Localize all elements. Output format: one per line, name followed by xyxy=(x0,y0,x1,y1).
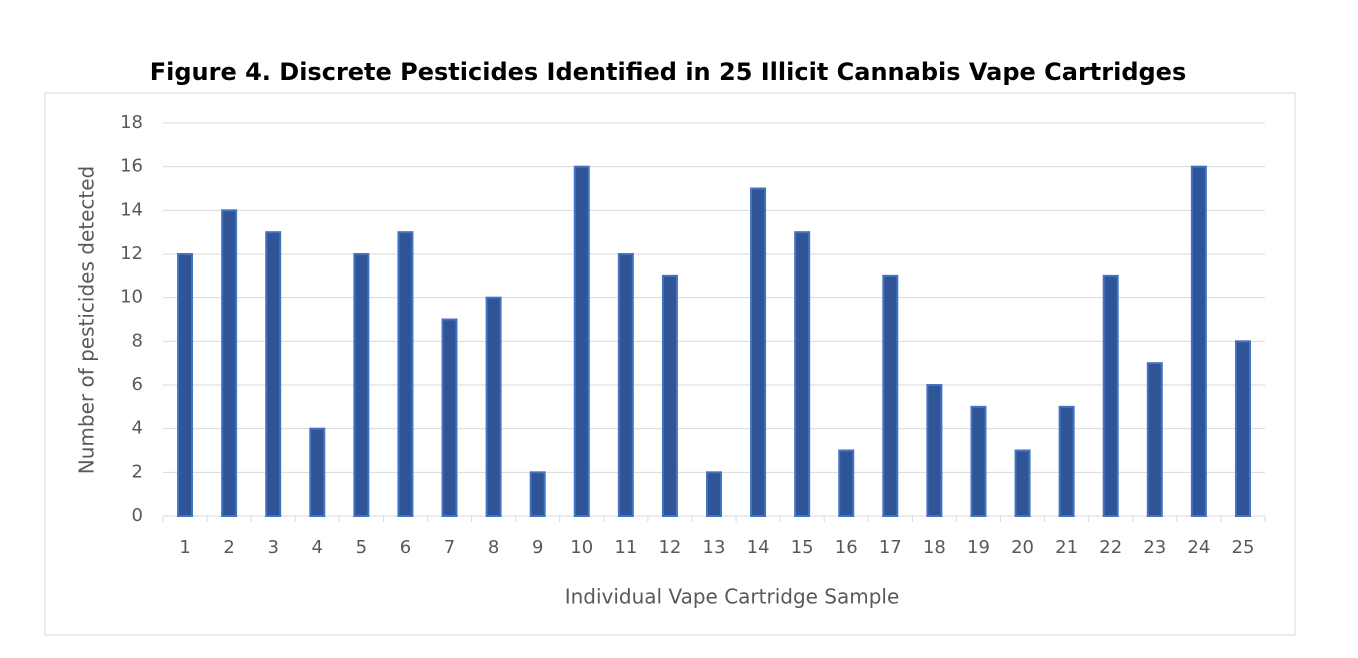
bar xyxy=(838,449,855,517)
x-tick-label: 19 xyxy=(967,537,990,558)
bar xyxy=(1102,274,1119,518)
x-tick-label: 12 xyxy=(658,537,681,558)
x-tick-label: 7 xyxy=(444,537,455,558)
bar xyxy=(309,427,326,517)
x-tick-label: 18 xyxy=(923,537,946,558)
bar xyxy=(1190,165,1207,518)
x-tick-label: 17 xyxy=(879,537,902,558)
bar xyxy=(1058,405,1075,518)
bar xyxy=(970,405,987,518)
x-tick-label: 3 xyxy=(267,537,278,558)
y-tick-label: 8 xyxy=(132,330,143,351)
x-tick-label: 6 xyxy=(400,537,411,558)
y-tick-label: 10 xyxy=(120,287,143,308)
y-tick-label: 14 xyxy=(120,199,143,220)
x-tick-label: 22 xyxy=(1099,537,1122,558)
x-tick-label: 1 xyxy=(179,537,190,558)
x-tick-label: 15 xyxy=(791,537,814,558)
bar xyxy=(177,253,194,517)
x-tick-label: 4 xyxy=(312,537,323,558)
x-tick-label: 10 xyxy=(570,537,593,558)
bar xyxy=(353,253,370,517)
y-tick-label: 4 xyxy=(132,418,143,439)
x-tick-label: 8 xyxy=(488,537,499,558)
bar xyxy=(573,165,590,518)
bar xyxy=(1234,340,1251,518)
bar xyxy=(1014,449,1031,517)
x-tick-label: 16 xyxy=(835,537,858,558)
bar xyxy=(397,231,414,518)
y-tick-label: 16 xyxy=(120,156,143,177)
bar xyxy=(794,231,811,518)
bar xyxy=(529,471,546,518)
x-tick-label: 14 xyxy=(747,537,770,558)
x-tick-label: 2 xyxy=(223,537,234,558)
x-tick-label: 25 xyxy=(1232,537,1255,558)
x-tick-label: 24 xyxy=(1187,537,1210,558)
bar xyxy=(441,318,458,517)
y-tick-label: 12 xyxy=(120,243,143,264)
bar xyxy=(926,384,943,517)
x-tick-label: 9 xyxy=(532,537,543,558)
x-tick-label: 20 xyxy=(1011,537,1034,558)
bar xyxy=(882,274,899,518)
x-tick-label: 11 xyxy=(614,537,637,558)
bar xyxy=(1146,362,1163,517)
bar xyxy=(750,187,767,517)
bar xyxy=(661,274,678,518)
x-tick-label: 23 xyxy=(1143,537,1166,558)
y-tick-label: 18 xyxy=(120,112,143,133)
x-axis-title: Individual Vape Cartridge Sample xyxy=(565,585,900,609)
y-axis-title: Number of pesticides detected xyxy=(75,166,99,474)
bar xyxy=(617,253,634,517)
chart-title: Figure 4. Discrete Pesticides Identified… xyxy=(150,58,1187,86)
bar xyxy=(221,209,238,517)
y-tick-label: 2 xyxy=(132,461,143,482)
x-tick-label: 21 xyxy=(1055,537,1078,558)
x-tick-label: 5 xyxy=(356,537,367,558)
x-tick-label: 13 xyxy=(703,537,726,558)
bar xyxy=(706,471,722,518)
bar xyxy=(485,296,502,517)
y-tick-label: 6 xyxy=(132,374,143,395)
y-tick-label: 0 xyxy=(132,505,143,526)
bar xyxy=(265,231,282,518)
